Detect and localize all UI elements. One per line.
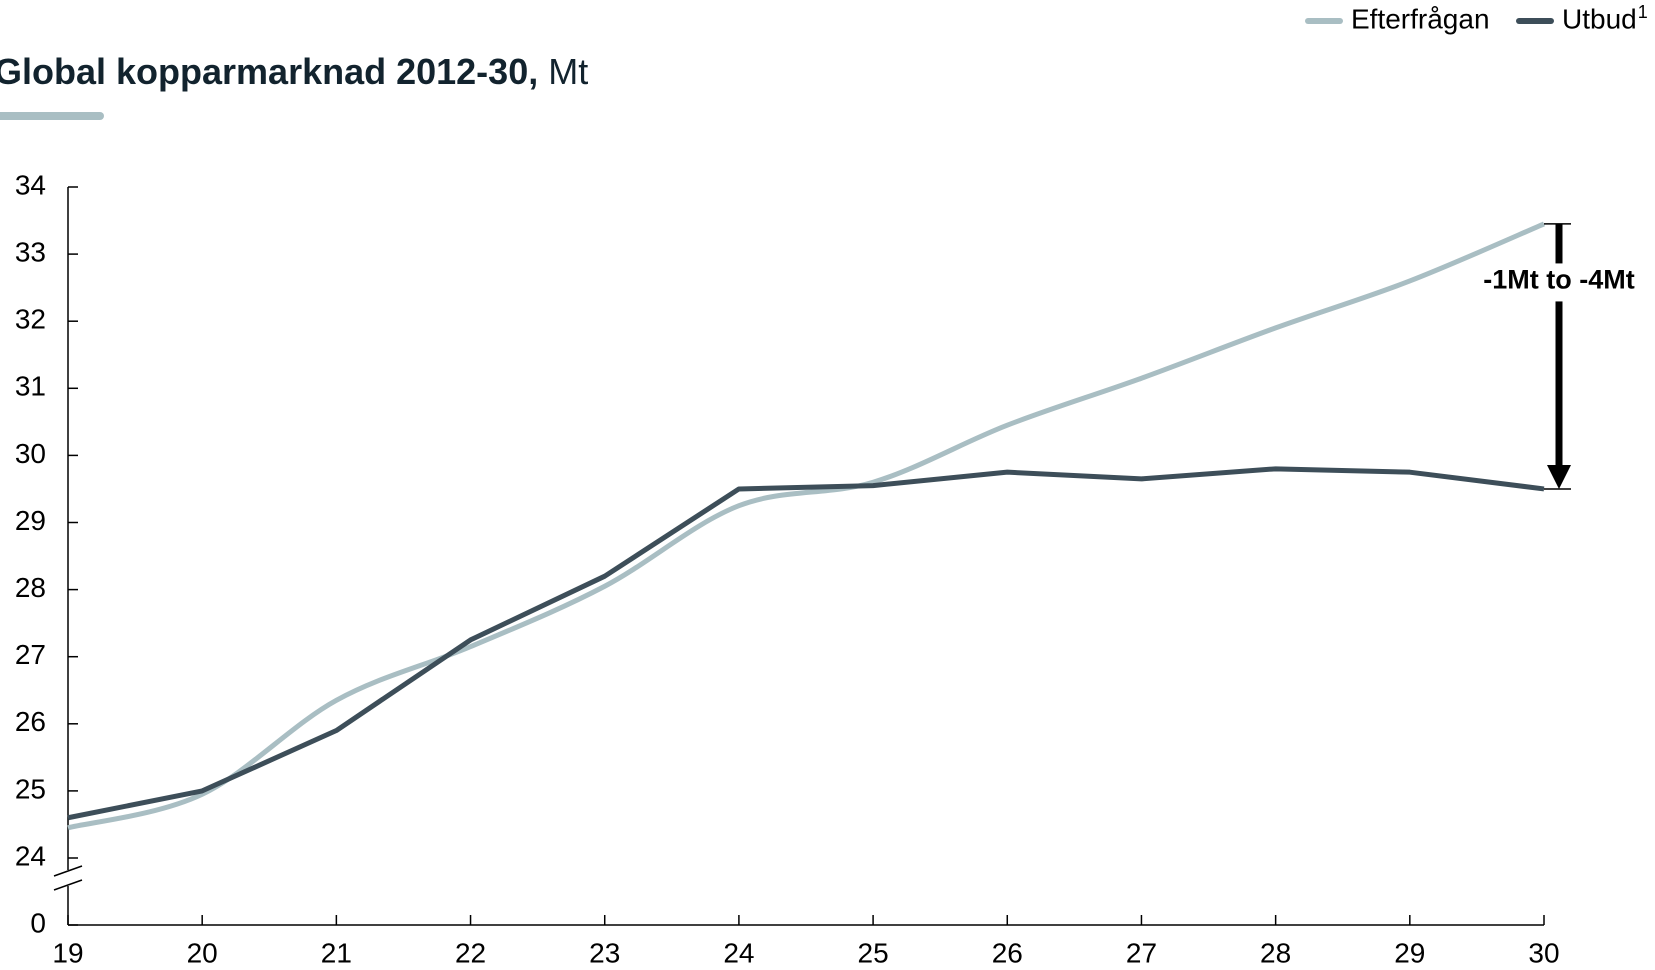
annotation: -1Mt to -4Mt xyxy=(1473,223,1645,490)
x-tick-label: 24 xyxy=(723,937,754,968)
series-line xyxy=(67,221,1545,831)
legend-label: Utbud xyxy=(1562,3,1637,34)
legend-label: Efterfrågan xyxy=(1351,3,1490,34)
title-unit: Mt xyxy=(548,51,588,92)
y-tick-label: 30 xyxy=(15,438,46,469)
axes: 0 24 25 26 27 28 29 30 31 32 33 34 19 20 21 22 23 24 25 26 2… xyxy=(15,169,1560,968)
lines xyxy=(67,221,1545,831)
x-tick-label: 28 xyxy=(1260,937,1291,968)
axis-break xyxy=(53,865,83,891)
chart-title: Global kopparmarknad 2012-30, Mt xyxy=(0,51,588,92)
y-tick-label: 25 xyxy=(15,773,46,804)
y-tick-label: 26 xyxy=(15,706,46,737)
y-tick-label: 34 xyxy=(15,169,46,200)
x-tick-label: 21 xyxy=(321,937,352,968)
x-tick-label: 19 xyxy=(52,937,83,968)
title-main: Global kopparmarknad 2012-30, xyxy=(0,51,538,92)
y-tick-label: 31 xyxy=(15,371,46,402)
x-tick-label: 30 xyxy=(1528,937,1559,968)
legend: Efterfrågan Utbud 1 xyxy=(1305,2,1648,34)
x-tick-label: 26 xyxy=(992,937,1023,968)
annotation-arrowhead xyxy=(1547,464,1571,489)
legend-superscript: 1 xyxy=(1638,2,1648,22)
x-tick-label: 27 xyxy=(1126,937,1157,968)
y-tick-label: 24 xyxy=(15,840,46,871)
x-tick-label: 23 xyxy=(589,937,620,968)
annotation-label: -1Mt to -4Mt xyxy=(1483,265,1634,295)
y-tick-label: 29 xyxy=(15,505,46,536)
series-line xyxy=(67,466,1545,821)
y-tick-label: 32 xyxy=(15,304,46,335)
y-tick-label: 27 xyxy=(15,639,46,670)
y-tick-label: 0 xyxy=(30,907,46,938)
annotation-bg xyxy=(1473,263,1645,302)
x-tick-label: 20 xyxy=(187,937,218,968)
x-tick-label: 22 xyxy=(455,937,486,968)
x-tick-label: 25 xyxy=(858,937,889,968)
x-tick-label: 29 xyxy=(1394,937,1425,968)
y-tick-label: 28 xyxy=(15,572,46,603)
y-tick-label: 33 xyxy=(15,236,46,267)
